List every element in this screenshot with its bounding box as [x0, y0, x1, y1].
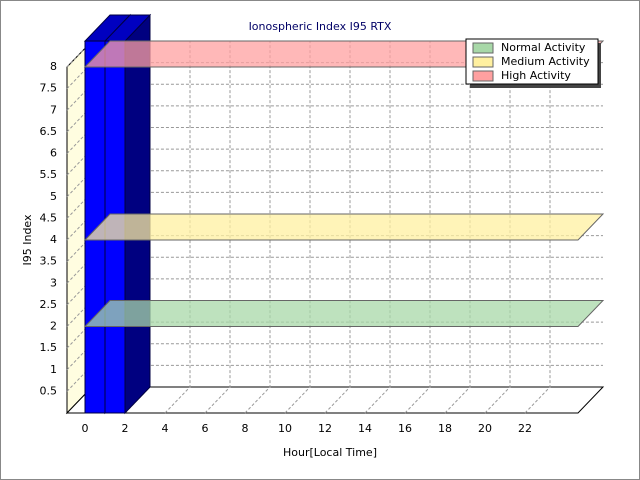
chart-title: Ionospheric Index I95 RTX	[249, 20, 392, 33]
y-tick-label: 2.5	[40, 298, 58, 311]
y-tick-label: 4	[50, 233, 57, 246]
y-tick-label: 2	[50, 320, 57, 333]
x-tick-label: 12	[318, 422, 332, 435]
x-tick-label: 14	[358, 422, 372, 435]
grid-line	[204, 41, 231, 414]
y-axis-label: I95 Index	[21, 214, 34, 266]
y-tick-label: 7.5	[40, 82, 58, 95]
grid-line	[164, 41, 191, 414]
grid-line	[324, 41, 351, 414]
grid-line	[524, 41, 551, 414]
y-tick-label: 8	[50, 60, 57, 73]
y-tick-label: 6.5	[40, 125, 58, 138]
x-tick-label: 16	[398, 422, 412, 435]
y-tick-label: 1	[50, 363, 57, 376]
grid-line	[364, 41, 391, 414]
y-tick-label: 4.5	[40, 211, 58, 224]
grid-line	[444, 41, 471, 414]
x-axis-label: Hour[Local Time]	[283, 446, 377, 459]
y-tick-label: 0.5	[40, 384, 58, 397]
x-tick-label: 8	[242, 422, 249, 435]
legend-swatch	[472, 70, 494, 82]
x-tick-label: 2	[122, 422, 129, 435]
grid-line	[484, 41, 511, 414]
grid-line	[244, 41, 271, 414]
legend-label: Medium Activity	[501, 55, 590, 68]
floor	[65, 386, 605, 414]
legend-label: High Activity	[501, 69, 571, 82]
legend-label: Normal Activity	[501, 41, 586, 54]
y-tick-label: 6	[50, 147, 57, 160]
x-tick-label: 18	[438, 422, 452, 435]
y-tick-label: 3.5	[40, 255, 58, 268]
x-tick-label: 0	[82, 422, 89, 435]
y-tick-label: 1.5	[40, 341, 58, 354]
y-tick-label: 7	[50, 103, 57, 116]
x-tick-label: 10	[278, 422, 292, 435]
x-tick-label: 6	[202, 422, 209, 435]
threshold-band	[83, 213, 605, 241]
y-tick-label: 5	[50, 190, 57, 203]
threshold-band	[83, 300, 605, 327]
grid-line	[284, 41, 311, 414]
legend-swatch	[472, 42, 494, 54]
x-tick-label: 20	[478, 422, 492, 435]
x-tick-label: 4	[162, 422, 169, 435]
legend-swatch	[472, 56, 494, 68]
grid-line	[404, 41, 431, 414]
y-tick-label: 3	[50, 276, 57, 289]
x-tick-label: 22	[518, 422, 532, 435]
y-tick-label: 5.5	[40, 168, 58, 181]
